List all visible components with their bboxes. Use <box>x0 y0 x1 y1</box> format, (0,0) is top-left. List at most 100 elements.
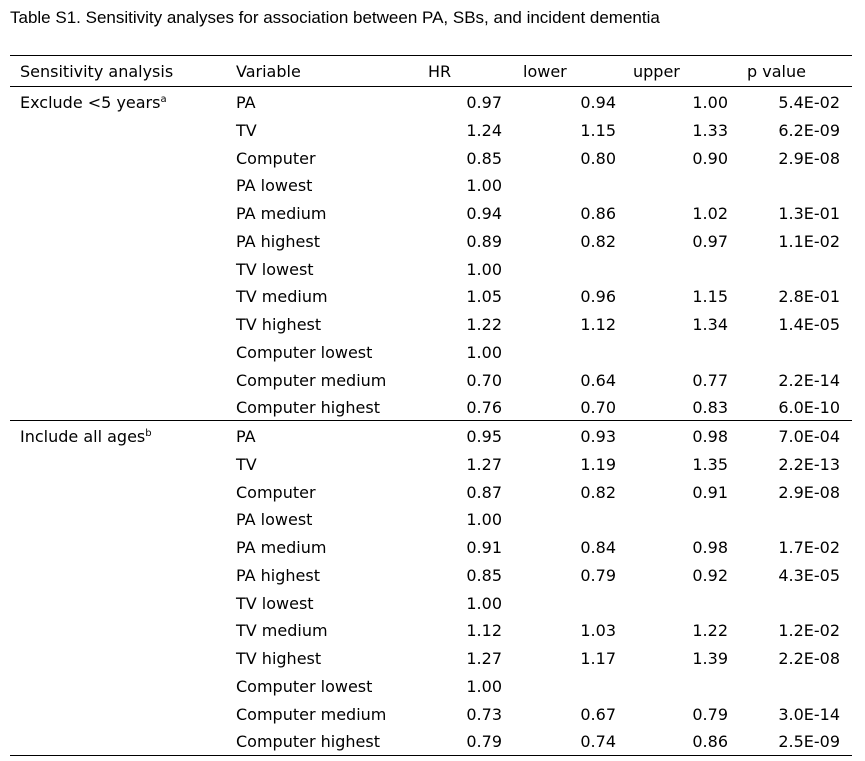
cell-upper: 1.02 <box>692 204 728 223</box>
table-row: PA medium 0.91 0.84 0.98 1.7E-02 <box>10 534 852 562</box>
table-row: Computer lowest 1.00 <box>10 339 852 367</box>
table-row: Include all agesb PA 0.95 0.93 0.98 7.0E-04 <box>10 423 852 451</box>
cell-hr: 1.00 <box>466 676 502 696</box>
cell-variable: Computer <box>236 482 316 502</box>
table-row: Computer lowest 1.00 <box>10 673 852 701</box>
cell-lower: 0.86 <box>580 204 616 223</box>
table-row: PA highest 0.85 0.79 0.92 4.3E-05 <box>10 562 852 590</box>
cell-upper: 0.86 <box>692 732 728 752</box>
cell-hr: 0.73 <box>466 704 502 724</box>
cell-variable: TV lowest <box>236 593 314 613</box>
cell-variable: Computer medium <box>236 370 387 390</box>
cell-hr: 0.95 <box>466 427 502 446</box>
table-row: TV 1.24 1.15 1.33 6.2E-09 <box>10 117 852 145</box>
group-divider-rule <box>10 420 852 421</box>
cell-variable: PA highest <box>236 231 320 251</box>
cell-variable: Computer medium <box>236 704 387 724</box>
cell-lower: 0.82 <box>580 231 616 251</box>
cell-lower: 0.93 <box>580 427 616 446</box>
cell-p-value: 2.9E-08 <box>778 148 840 168</box>
table-row: Computer medium 0.70 0.64 0.77 2.2E-14 <box>10 367 852 395</box>
table-row: Computer 0.85 0.80 0.90 2.9E-08 <box>10 145 852 173</box>
table-row: PA medium 0.94 0.86 1.02 1.3E-01 <box>10 200 852 228</box>
header-sensitivity: Sensitivity analysis <box>20 62 174 81</box>
cell-p-value: 1.3E-01 <box>778 204 840 223</box>
cell-variable: PA <box>236 93 256 112</box>
cell-upper: 0.83 <box>692 398 728 418</box>
cell-variable: TV medium <box>236 287 328 307</box>
cell-variable: Computer <box>236 148 316 168</box>
cell-p-value: 6.0E-10 <box>778 398 840 418</box>
cell-p-value: 2.8E-01 <box>778 287 840 307</box>
cell-hr: 1.24 <box>466 120 502 140</box>
cell-upper: 1.15 <box>692 287 728 307</box>
cell-upper: 0.77 <box>692 370 728 390</box>
cell-hr: 1.22 <box>466 315 502 334</box>
cell-variable: TV <box>236 454 257 474</box>
table-row: TV highest 1.27 1.17 1.39 2.2E-08 <box>10 645 852 673</box>
header-p-value: p value <box>747 62 806 81</box>
cell-hr: 1.00 <box>466 510 502 530</box>
cell-p-value: 2.2E-13 <box>778 454 840 474</box>
table-row: PA lowest 1.00 <box>10 506 852 534</box>
header-lower: lower <box>523 62 567 81</box>
table-row: TV medium 1.05 0.96 1.15 2.8E-01 <box>10 283 852 311</box>
cell-lower: 0.94 <box>580 93 616 112</box>
cell-upper: 1.00 <box>692 93 728 112</box>
cell-p-value: 2.2E-14 <box>778 370 840 390</box>
header-variable: Variable <box>236 62 301 81</box>
cell-p-value: 5.4E-02 <box>778 93 840 112</box>
cell-p-value: 7.0E-04 <box>778 427 840 446</box>
cell-upper: 1.35 <box>692 454 728 474</box>
table-row: TV medium 1.12 1.03 1.22 1.2E-02 <box>10 617 852 645</box>
cell-variable: PA highest <box>236 565 320 585</box>
cell-upper: 0.91 <box>692 482 728 502</box>
cell-p-value: 6.2E-09 <box>778 120 840 140</box>
cell-upper: 0.98 <box>692 427 728 446</box>
table-row: Computer medium 0.73 0.67 0.79 3.0E-14 <box>10 701 852 729</box>
table-header-row: Sensitivity analysis Variable HR lower u… <box>10 58 852 86</box>
cell-hr: 0.91 <box>466 538 502 557</box>
cell-hr: 1.12 <box>466 621 502 641</box>
cell-p-value: 2.5E-09 <box>778 732 840 752</box>
cell-variable: TV highest <box>236 315 322 334</box>
table-row: Computer 0.87 0.82 0.91 2.9E-08 <box>10 479 852 507</box>
cell-lower: 0.74 <box>580 732 616 752</box>
cell-hr: 1.00 <box>466 593 502 613</box>
cell-variable: TV <box>236 120 257 140</box>
cell-upper: 1.34 <box>692 315 728 334</box>
cell-lower: 0.79 <box>580 565 616 585</box>
cell-variable: PA <box>236 427 256 446</box>
cell-hr: 1.27 <box>466 649 502 668</box>
cell-hr: 0.89 <box>466 231 502 251</box>
cell-lower: 0.64 <box>580 370 616 390</box>
cell-hr: 1.27 <box>466 454 502 474</box>
cell-lower: 1.19 <box>580 454 616 474</box>
cell-lower: 0.67 <box>580 704 616 724</box>
cell-p-value: 1.1E-02 <box>778 231 840 251</box>
sensitivity-group-text: Exclude <5 years <box>20 93 161 112</box>
sensitivity-group-text: Include all ages <box>20 427 146 446</box>
table-row: TV lowest 1.00 <box>10 256 852 284</box>
cell-hr: 0.79 <box>466 732 502 752</box>
table-row: Computer highest 0.76 0.70 0.83 6.0E-10 <box>10 394 852 422</box>
cell-lower: 0.96 <box>580 287 616 307</box>
table-row: TV lowest 1.00 <box>10 590 852 618</box>
footnote-marker: b <box>145 428 152 439</box>
cell-hr: 1.00 <box>466 259 502 279</box>
header-bottom-rule <box>10 86 852 87</box>
cell-lower: 0.84 <box>580 538 616 557</box>
cell-upper: 1.33 <box>692 120 728 140</box>
cell-hr: 0.85 <box>466 148 502 168</box>
table-row: PA lowest 1.00 <box>10 172 852 200</box>
cell-upper: 0.79 <box>692 704 728 724</box>
cell-variable: Computer highest <box>236 398 380 418</box>
header-hr: HR <box>428 62 452 81</box>
cell-lower: 0.80 <box>580 148 616 168</box>
cell-variable: TV medium <box>236 621 328 641</box>
cell-hr: 0.76 <box>466 398 502 418</box>
cell-upper: 0.98 <box>692 538 728 557</box>
cell-lower: 0.70 <box>580 398 616 418</box>
table-row: Computer highest 0.79 0.74 0.86 2.5E-09 <box>10 728 852 756</box>
cell-variable: PA lowest <box>236 176 313 196</box>
